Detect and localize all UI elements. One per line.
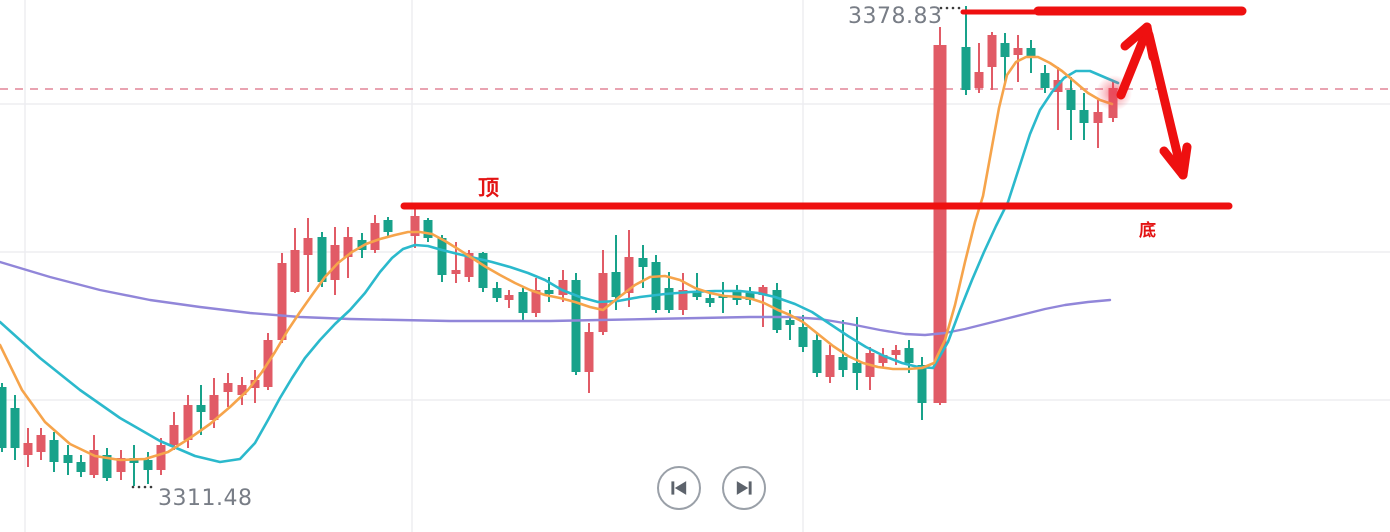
high-price-label: 3378.83 <box>848 4 943 29</box>
annotation-text-top: 顶 <box>478 176 499 200</box>
low-price-label: 3311.48 <box>158 486 253 511</box>
hand-drawn-annotations <box>400 6 1247 210</box>
annotation-text-bottom: 底 <box>1139 221 1156 240</box>
skip-to-end-icon <box>734 478 754 498</box>
skip-to-start-button[interactable] <box>657 466 701 510</box>
skip-to-end-button[interactable] <box>722 466 766 510</box>
skip-to-start-icon <box>669 478 689 498</box>
candles <box>0 6 1118 486</box>
price-leader-dots <box>131 6 961 489</box>
moving-average-lines <box>0 55 1120 464</box>
